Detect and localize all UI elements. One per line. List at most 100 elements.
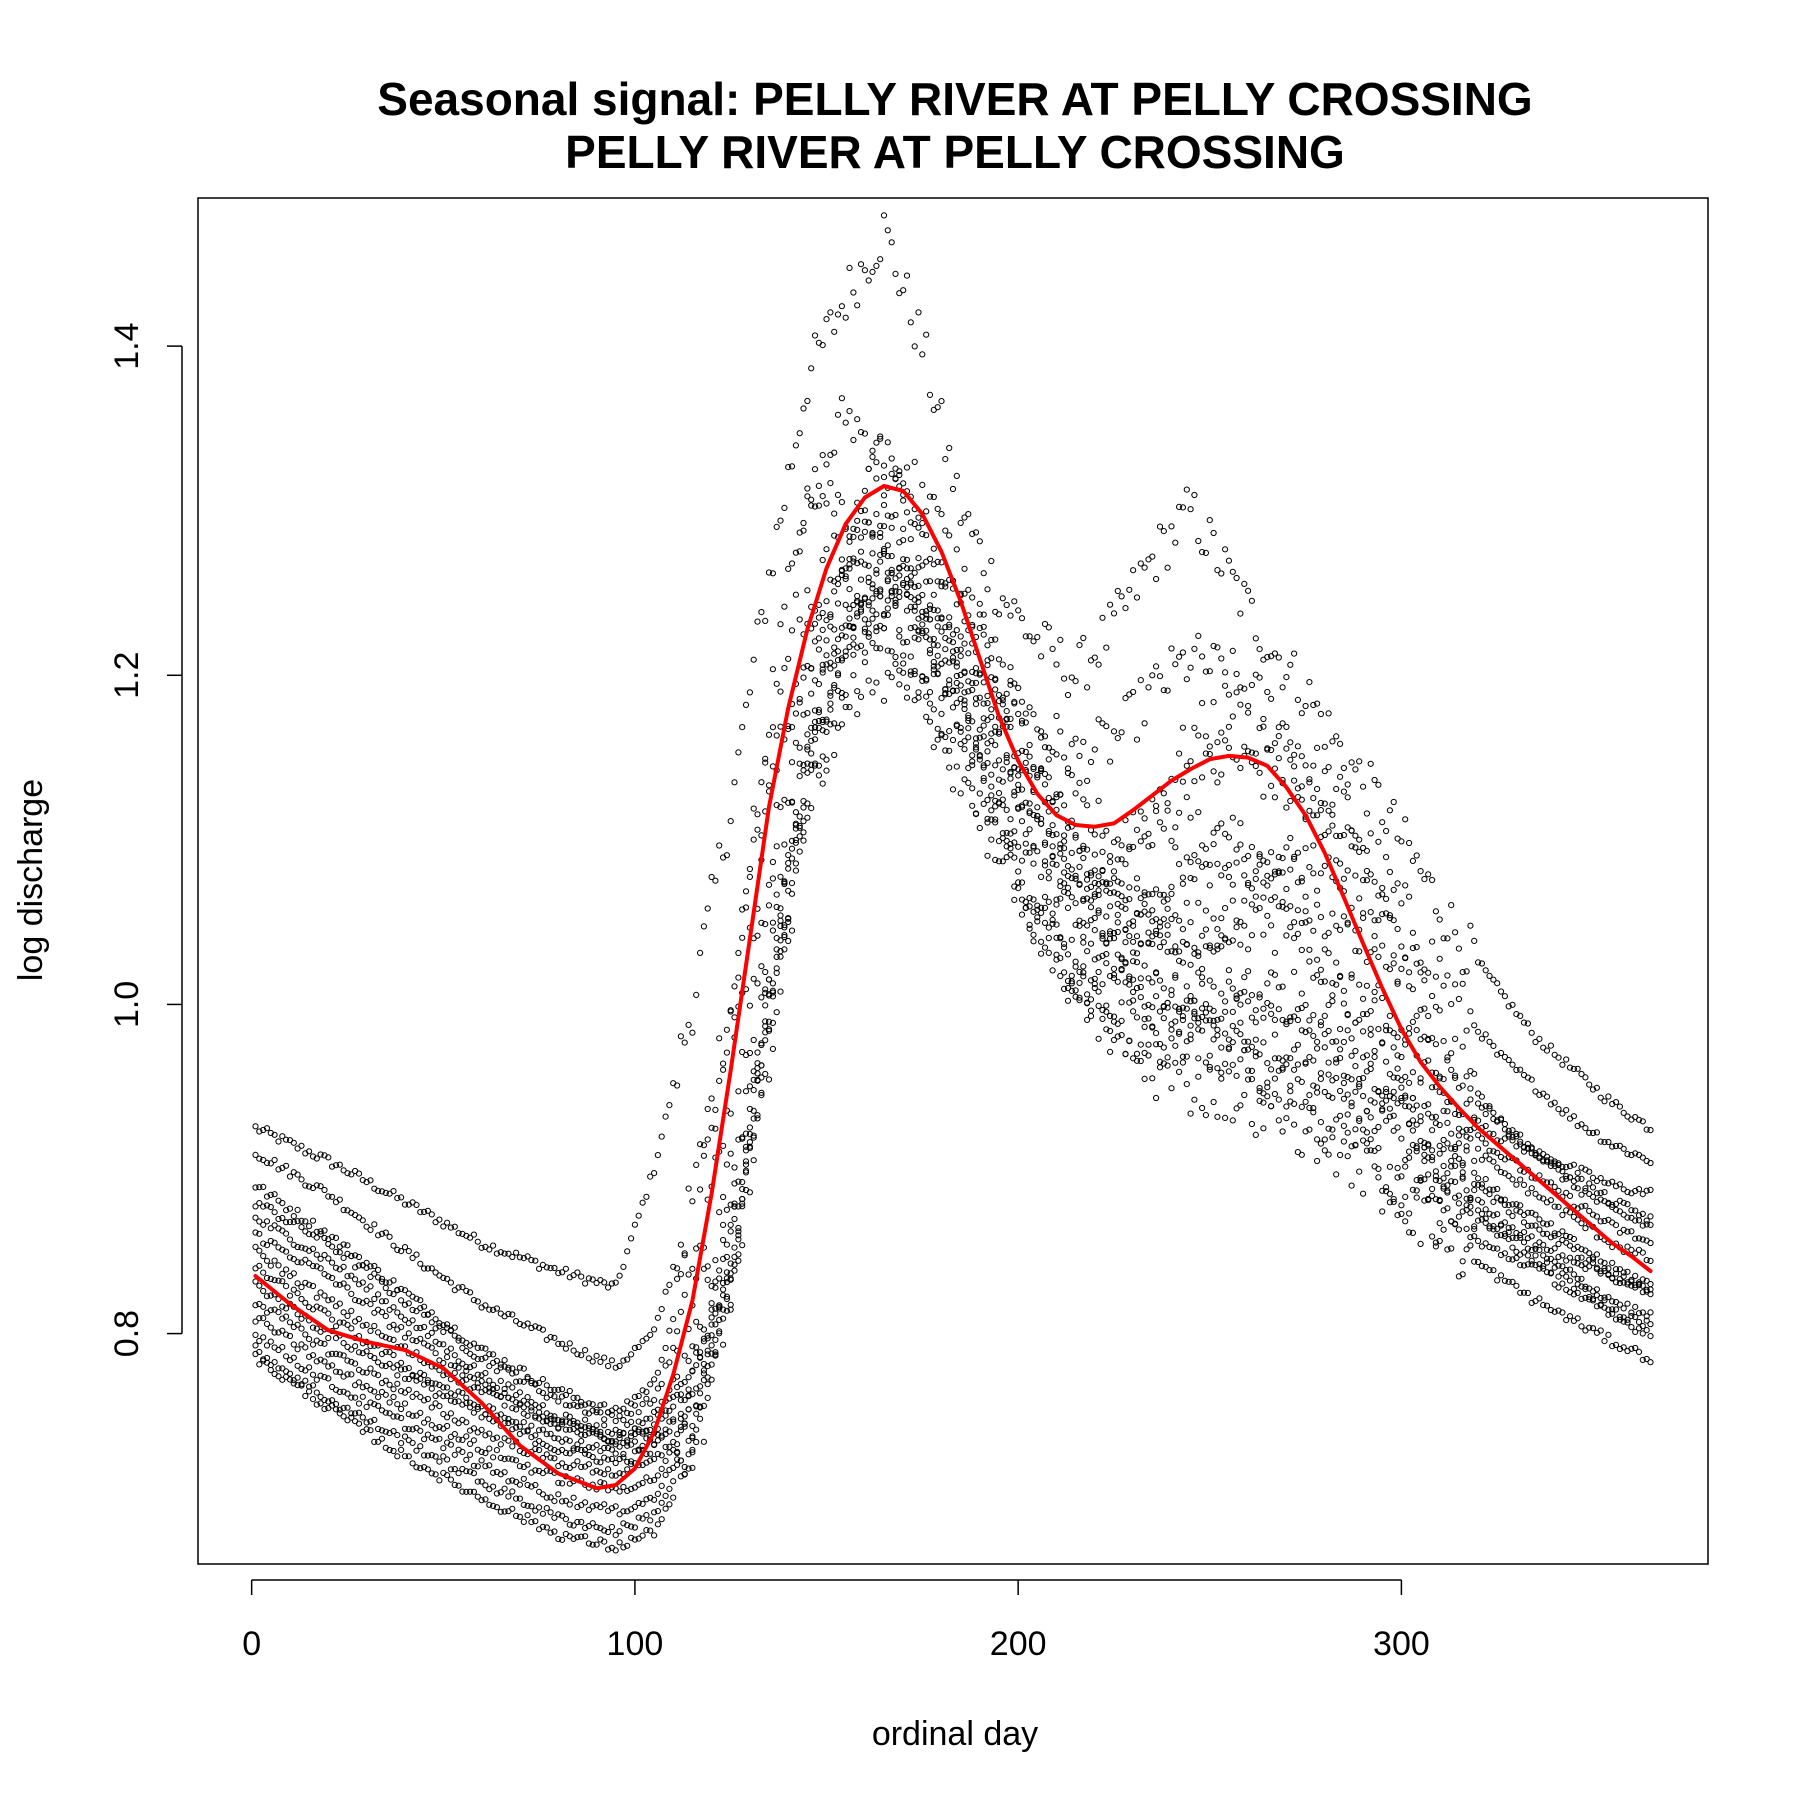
- data-point: [1543, 1259, 1551, 1266]
- data-point: [574, 1394, 581, 1401]
- data-point: [923, 693, 930, 700]
- data-point: [800, 829, 807, 836]
- data-point: [1179, 778, 1187, 785]
- data-point: [869, 550, 876, 557]
- data-point: [1210, 529, 1217, 537]
- data-point: [463, 1287, 470, 1295]
- data-point: [823, 767, 830, 774]
- data-point: [854, 592, 861, 600]
- data-point: [624, 1356, 631, 1363]
- data-point: [1168, 915, 1175, 923]
- data-point: [1367, 1065, 1374, 1073]
- data-point: [1072, 963, 1079, 970]
- data-point: [283, 1353, 290, 1360]
- data-point: [1153, 886, 1160, 893]
- data-point: [1363, 1108, 1371, 1115]
- data-point: [1413, 960, 1420, 967]
- data-point: [1406, 983, 1413, 990]
- data-point: [1214, 860, 1221, 868]
- data-point: [336, 1369, 343, 1376]
- data-point: [532, 1257, 539, 1264]
- data-point: [398, 1285, 405, 1293]
- data-point: [926, 555, 934, 563]
- data-point: [256, 1337, 263, 1345]
- data-point: [1214, 946, 1221, 953]
- data-point: [1007, 770, 1014, 777]
- data-point: [930, 635, 937, 643]
- data-point: [555, 1511, 562, 1518]
- data-point: [639, 1420, 646, 1427]
- data-point: [1057, 895, 1064, 902]
- data-point: [819, 666, 826, 673]
- data-point: [1635, 1235, 1643, 1242]
- data-point: [1471, 937, 1478, 945]
- data-point: [574, 1419, 581, 1426]
- data-point: [601, 1527, 608, 1534]
- data-point: [263, 1257, 271, 1264]
- data-point: [279, 1214, 286, 1222]
- data-point: [1126, 1037, 1133, 1044]
- data-point: [884, 553, 891, 560]
- data-point: [601, 1471, 608, 1478]
- data-point: [1632, 1217, 1639, 1224]
- data-point: [658, 1452, 665, 1459]
- data-point: [1325, 950, 1332, 957]
- data-point: [1176, 750, 1183, 757]
- data-point: [294, 1259, 301, 1266]
- data-point: [1578, 1203, 1585, 1210]
- data-point: [1612, 1206, 1620, 1213]
- data-point: [681, 1252, 688, 1259]
- data-point: [1206, 1066, 1213, 1073]
- data-point: [957, 646, 964, 653]
- data-point: [421, 1371, 428, 1379]
- data-point: [382, 1313, 389, 1320]
- data-point: [378, 1275, 386, 1282]
- data-point: [329, 1296, 336, 1303]
- data-point: [1087, 883, 1095, 891]
- data-point: [785, 918, 792, 926]
- data-point: [984, 740, 991, 747]
- data-point: [1371, 878, 1378, 885]
- data-point: [1076, 642, 1083, 649]
- data-point: [1026, 704, 1033, 711]
- data-point: [831, 682, 838, 689]
- data-point: [819, 609, 826, 617]
- data-point: [509, 1488, 516, 1495]
- data-point: [1314, 744, 1321, 752]
- data-point: [1237, 1019, 1244, 1026]
- data-point: [493, 1392, 500, 1399]
- data-point: [1045, 756, 1052, 763]
- data-point: [1084, 846, 1091, 853]
- data-point: [570, 1418, 577, 1425]
- data-point: [842, 633, 849, 640]
- data-point: [1260, 1099, 1267, 1106]
- data-point: [1237, 1001, 1244, 1008]
- data-point: [681, 1397, 688, 1404]
- data-point: [1210, 1036, 1217, 1043]
- data-point: [1394, 1212, 1401, 1219]
- data-point: [1245, 968, 1252, 975]
- data-point: [662, 1113, 669, 1120]
- data-point: [1187, 961, 1194, 968]
- data-point: [505, 1455, 512, 1462]
- data-point: [1452, 1072, 1459, 1079]
- data-point: [1367, 830, 1374, 837]
- data-point: [785, 860, 792, 867]
- data-point: [697, 1404, 704, 1411]
- data-point: [1287, 866, 1294, 873]
- data-point: [1578, 1175, 1585, 1183]
- data-point: [1141, 1023, 1148, 1031]
- data-point: [1406, 1103, 1413, 1110]
- data-point: [850, 624, 857, 631]
- data-point: [911, 667, 918, 675]
- data-point: [788, 798, 796, 805]
- data-point: [681, 1250, 688, 1257]
- data-point: [398, 1414, 405, 1422]
- data-point: [1149, 1004, 1156, 1011]
- data-point: [685, 1185, 692, 1192]
- data-point: [1509, 1061, 1516, 1068]
- data-point: [1597, 1218, 1604, 1225]
- data-point: [670, 1416, 677, 1423]
- data-point: [1145, 911, 1152, 918]
- data-point: [877, 529, 884, 537]
